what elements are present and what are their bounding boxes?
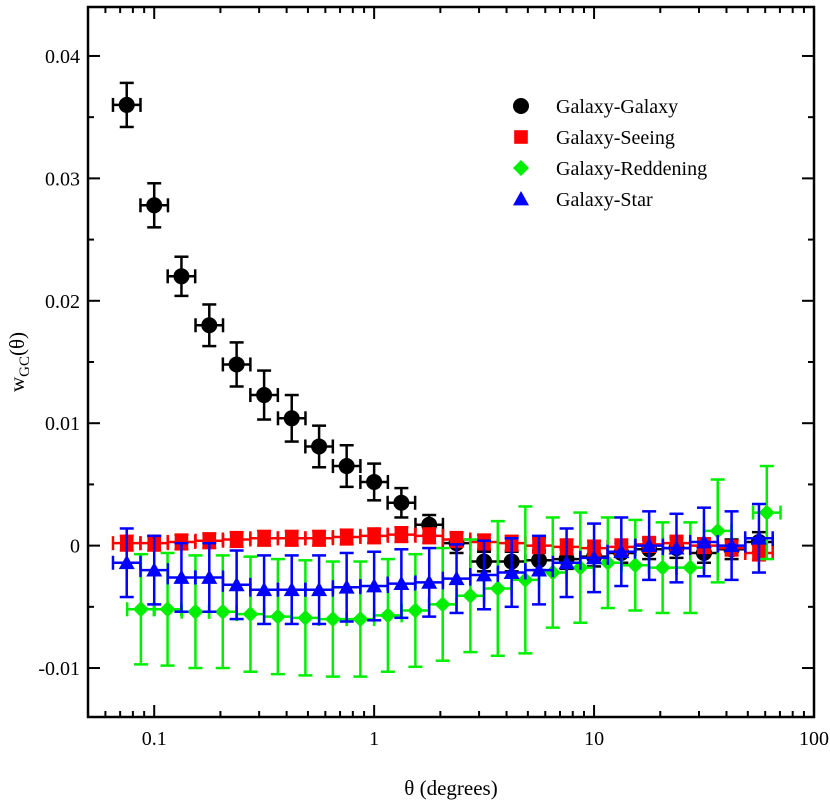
- marker-circle: [146, 197, 163, 214]
- legend-label: Galaxy-Star: [556, 189, 653, 211]
- y-axis-title-main: w: [5, 376, 29, 392]
- marker-triangle: [558, 554, 575, 570]
- marker-triangle: [641, 537, 658, 553]
- marker-triangle: [201, 569, 218, 584]
- marker-circle: [173, 268, 190, 285]
- marker-triangle: [338, 579, 355, 594]
- x-tick-label: 1: [369, 728, 379, 750]
- marker-square: [229, 532, 244, 547]
- x-tick-label: 0.1: [142, 728, 167, 750]
- marker-diamond: [187, 603, 204, 620]
- marker-diamond: [242, 606, 259, 623]
- marker-square: [284, 531, 299, 546]
- marker-diamond: [489, 580, 506, 597]
- y-tick-label: -0.01: [38, 658, 80, 680]
- marker-circle: [366, 473, 383, 490]
- marker-triangle: [723, 537, 740, 553]
- y-tick-label: 0.02: [45, 291, 80, 313]
- marker-triangle: [695, 533, 712, 549]
- marker-diamond: [324, 611, 341, 628]
- marker-circle: [338, 458, 355, 475]
- marker-circle: [311, 438, 328, 455]
- marker-diamond: [462, 587, 479, 604]
- marker-diamond: [379, 607, 396, 624]
- marker-diamond: [654, 559, 671, 576]
- marker-triangle: [531, 562, 548, 577]
- y-axis-title-arg: (θ): [5, 332, 29, 356]
- marker-diamond: [627, 557, 644, 574]
- y-tick-label: 0.01: [45, 413, 80, 435]
- marker-diamond: [159, 601, 176, 618]
- marker-triangle: [421, 574, 438, 589]
- marker-triangle: [311, 581, 328, 597]
- marker-circle: [256, 387, 273, 404]
- series-galaxy-star: [111, 502, 774, 626]
- marker-diamond: [513, 160, 529, 176]
- marker-triangle: [283, 581, 300, 597]
- marker-circle: [118, 96, 135, 113]
- marker-square: [394, 527, 409, 542]
- marker-triangle: [513, 191, 529, 206]
- marker-diamond: [434, 596, 451, 613]
- marker-triangle: [668, 540, 685, 555]
- marker-diamond: [269, 608, 286, 625]
- marker-triangle: [503, 564, 520, 579]
- marker-triangle: [393, 575, 410, 590]
- marker-triangle: [118, 554, 135, 570]
- marker-diamond: [352, 611, 369, 628]
- series-galaxy-galaxy: [111, 81, 774, 573]
- marker-diamond: [407, 602, 424, 619]
- marker-diamond: [214, 603, 231, 620]
- legend-label: Galaxy-Reddening: [556, 158, 707, 180]
- marker-triangle: [613, 543, 630, 559]
- y-axis-title: wGC(θ): [5, 332, 33, 392]
- x-tick-label: 100: [799, 728, 829, 750]
- marker-triangle: [750, 530, 767, 545]
- legend-label: Galaxy-Galaxy: [556, 96, 678, 118]
- marker-square: [312, 531, 326, 546]
- marker-triangle: [586, 549, 603, 565]
- marker-square: [367, 529, 381, 543]
- marker-triangle: [146, 562, 163, 577]
- legend: Galaxy-Galaxy Galaxy-Seeing Galaxy-Reddeni…: [513, 96, 707, 211]
- marker-diamond: [517, 571, 534, 588]
- y-tick-label: 0.03: [45, 168, 80, 190]
- marker-diamond: [682, 559, 699, 576]
- x-axis-title: θ (degrees): [404, 776, 497, 800]
- marker-triangle: [448, 570, 465, 586]
- marker-triangle: [173, 569, 190, 584]
- marker-square: [422, 529, 437, 543]
- marker-square: [449, 532, 464, 547]
- axis-ticks: 0.1 1 10 100 -0.01 0 0.01 0.02 0.03 0.04: [38, 7, 829, 750]
- marker-circle: [513, 98, 529, 114]
- x-tick-label: 10: [584, 728, 604, 750]
- y-tick-label: 0.04: [45, 46, 80, 68]
- y-axis-title-sub: GC: [17, 356, 33, 377]
- marker-circle: [393, 494, 410, 511]
- plot-layer: [111, 81, 782, 678]
- legend-label: Galaxy-Seeing: [556, 127, 675, 149]
- marker-square: [257, 531, 271, 546]
- marker-diamond: [758, 504, 775, 521]
- marker-circle: [201, 317, 218, 334]
- marker-diamond: [297, 609, 314, 626]
- marker-diamond: [709, 522, 726, 539]
- marker-triangle: [476, 567, 493, 582]
- series-galaxy-reddening: [125, 464, 782, 678]
- marker-diamond: [132, 601, 149, 618]
- marker-square: [514, 130, 528, 144]
- marker-triangle: [256, 581, 273, 597]
- marker-circle: [228, 356, 245, 373]
- marker-triangle: [228, 576, 245, 592]
- y-tick-label: 0: [70, 536, 80, 558]
- marker-triangle: [366, 578, 383, 593]
- marker-square: [339, 530, 354, 544]
- marker-circle: [283, 410, 300, 427]
